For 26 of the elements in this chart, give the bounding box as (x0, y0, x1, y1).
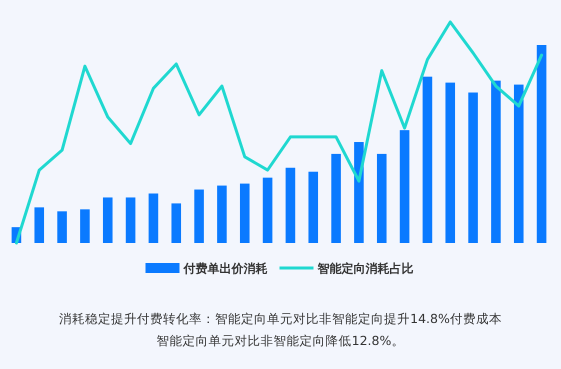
bar (148, 194, 158, 243)
legend-label: 智能定向消耗占比 (316, 262, 414, 276)
bar (102, 197, 113, 243)
bar (422, 76, 432, 243)
bar (240, 184, 250, 243)
bar (286, 168, 296, 243)
legend-label: 付费单出价消耗 (182, 262, 268, 276)
bar (331, 154, 341, 243)
bar (171, 203, 182, 243)
bar (468, 92, 478, 243)
bar (400, 130, 410, 243)
bar (57, 211, 67, 243)
bar (491, 80, 501, 243)
bar (80, 209, 90, 243)
bar (514, 84, 524, 243)
bar (217, 186, 227, 243)
bar (376, 154, 387, 243)
bar (536, 45, 546, 243)
bar (126, 197, 136, 243)
text: 消耗稳定提升付费转化率：智能定向单元对比非智能定向提升14.8%付费成本 (59, 311, 502, 326)
bar (194, 190, 204, 243)
text: 智能定向单元对比非智能定向降低12.8%。 (156, 333, 404, 348)
bar (308, 172, 318, 243)
bar (445, 82, 456, 243)
bar (262, 178, 272, 243)
bar (34, 207, 44, 243)
